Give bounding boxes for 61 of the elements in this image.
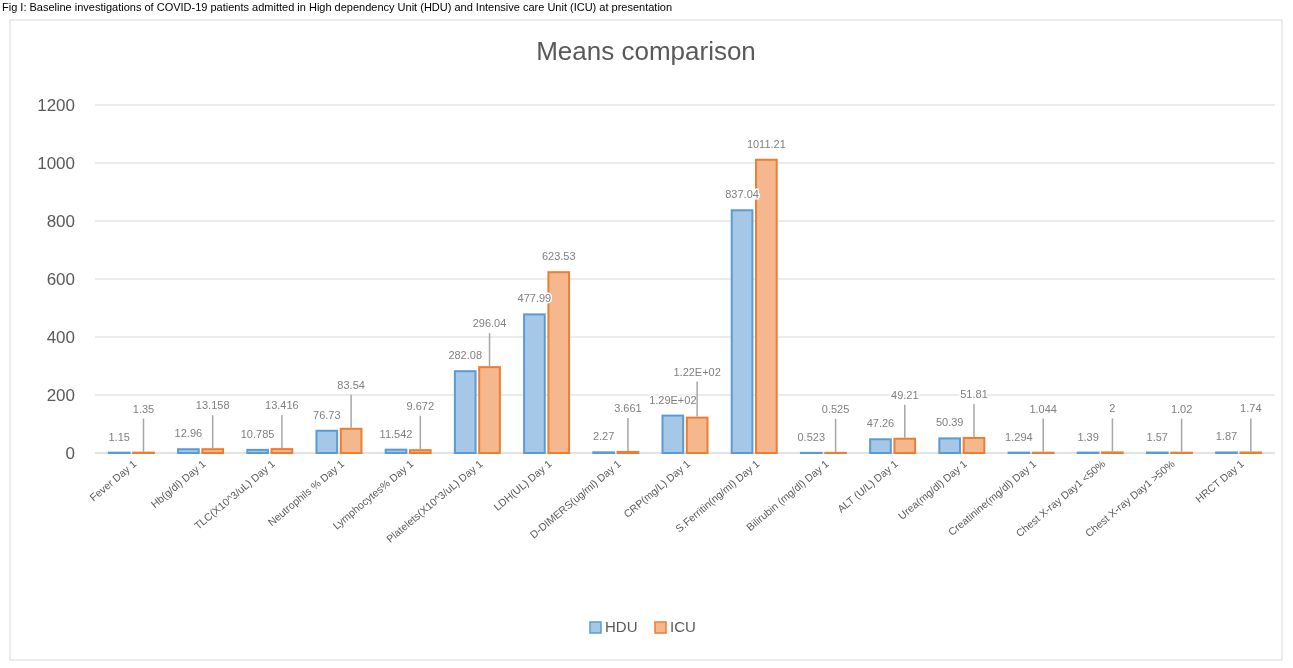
y-tick-label: 0: [65, 444, 75, 463]
data-label: 1.35: [132, 402, 155, 415]
data-label: 2: [1109, 402, 1116, 415]
bar: [869, 438, 892, 454]
bar: [408, 449, 432, 454]
data-label: 296.04: [472, 317, 507, 330]
data-label: 1.29E+02: [649, 393, 697, 406]
y-tick-label: 600: [46, 270, 75, 289]
data-label: 3.661: [614, 401, 642, 414]
data-label: 13.158: [195, 399, 230, 412]
bar: [339, 427, 363, 454]
bar: [315, 429, 339, 454]
bar: [201, 448, 225, 454]
data-label: 50.39: [935, 416, 964, 429]
y-tick-label: 800: [46, 212, 75, 231]
bar: [478, 366, 501, 454]
y-tick-label: 1000: [37, 154, 75, 173]
text: Fig I: Baseline investigations of COVID-19 patients admitted in High dependency Unit (HDU) and Intensive care Unit (ICU) at presentation: [2, 1, 673, 13]
data-label: 2.27: [592, 430, 615, 443]
data-label: 11.542: [379, 427, 413, 440]
data-label: 282.08: [448, 349, 483, 362]
bar: [246, 448, 269, 454]
data-label: 0.523: [797, 430, 826, 443]
legend-label: ICU: [670, 618, 696, 635]
data-label: 1.15: [108, 430, 130, 443]
data-label: 0.525: [821, 402, 850, 415]
chart-title: Means comparison: [536, 36, 756, 66]
data-label: 1.294: [1005, 430, 1033, 443]
legend-label: HDU: [605, 618, 638, 635]
bar: [685, 416, 709, 454]
bar: [661, 414, 685, 454]
y-tick-label: 200: [46, 386, 75, 405]
bar: [384, 448, 408, 454]
bar: [523, 313, 546, 454]
data-label: 1.87: [1215, 430, 1238, 443]
data-label: 76.73: [313, 408, 341, 421]
data-label: 1.22E+02: [673, 365, 721, 378]
data-label: 1011.21: [746, 137, 786, 150]
y-tick-label: 1200: [37, 96, 75, 115]
bar: [177, 448, 200, 454]
data-label: 12.96: [174, 427, 203, 440]
bar: [938, 437, 962, 454]
bar: [453, 370, 477, 454]
data-label: 1.02: [1170, 402, 1193, 415]
data-label: 1.39: [1077, 430, 1099, 443]
data-label: 1.74: [1240, 402, 1262, 415]
data-label: 83.54: [337, 378, 365, 391]
bar: [962, 436, 986, 454]
y-tick-label: 400: [46, 328, 75, 347]
data-label: 47.26: [866, 417, 895, 430]
data-label: 1.044: [1029, 402, 1057, 415]
bar: [270, 448, 294, 454]
data-label: 623.53: [541, 250, 576, 263]
data-label: 49.21: [891, 388, 919, 401]
data-label: 13.416: [265, 399, 299, 412]
data-label: 10.785: [240, 427, 275, 440]
data-label: 9.672: [406, 399, 435, 412]
data-label: 1.57: [1146, 430, 1169, 443]
bar: [730, 209, 754, 454]
bar: [893, 437, 917, 454]
data-label: 51.81: [960, 387, 988, 400]
